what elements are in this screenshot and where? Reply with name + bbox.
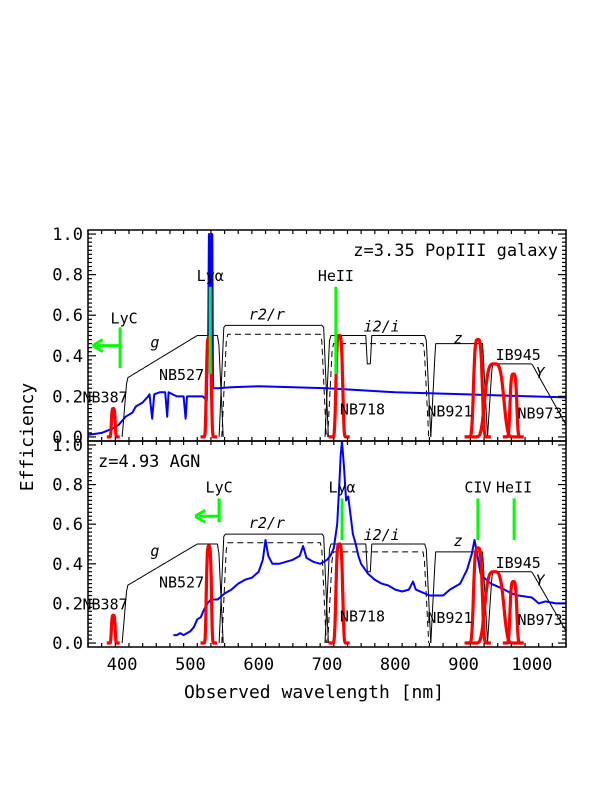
narrowband-NB718 — [327, 542, 351, 645]
panel-agn: LyC Lyα CIV HeII 0.0 0.2 0.4 0.6 0.8 1.0 z=4.93 AG… — [52, 436, 567, 675]
narrowband-NB973 — [501, 580, 526, 645]
y-tick-label: 0.0 — [52, 634, 83, 654]
narrowband-NB527 — [199, 544, 219, 645]
x-tick-label: 500 — [175, 655, 206, 675]
y-tick-label: 0.4 — [52, 555, 83, 575]
x-tick-label: 400 — [107, 655, 138, 675]
filter-label-NB527: NB527 — [159, 574, 204, 592]
filter-label-i: i2/i — [364, 317, 400, 335]
line-label-1: HeII — [318, 267, 354, 285]
spectrum-line — [173, 441, 566, 637]
filter-curve-i2-i — [324, 335, 432, 437]
narrowband-NB387 — [105, 613, 122, 645]
lyc-label: LyC — [111, 309, 138, 327]
line-label-1: Lyα — [328, 478, 355, 496]
spectrum-line — [88, 233, 566, 436]
filter-label-NB387: NB387 — [82, 595, 127, 613]
filter-label-NB973: NB973 — [517, 405, 562, 423]
y-tick-label: 1.0 — [52, 225, 83, 245]
filter-label-z: z — [454, 532, 463, 550]
y-axis-label: Efficiency — [17, 383, 38, 492]
lyc-arrow-head — [194, 508, 206, 524]
filter-label-NB718: NB718 — [340, 607, 385, 625]
plot-area — [88, 233, 566, 439]
line-label-0: LyC — [206, 478, 233, 496]
filter-curve-r2-r — [218, 533, 329, 644]
x-tick-label: 900 — [448, 655, 479, 675]
filter-label-IB945: IB945 — [496, 346, 541, 364]
narrowband-IB945 — [466, 362, 522, 439]
filter-curve-Y — [487, 363, 566, 437]
lyc-arrow-head — [92, 338, 104, 353]
filter-label-NB718: NB718 — [340, 401, 385, 419]
y-tick-label: 0.8 — [52, 266, 83, 286]
line-label-2: CIV — [464, 478, 491, 496]
filter-curve-z — [430, 551, 488, 644]
x-axis-label: Observed wavelength [nm] — [184, 682, 444, 703]
y-tick-label: 0.0 — [52, 428, 83, 448]
panel-title: z=3.35 PopIII galaxy — [353, 241, 558, 261]
x-tick-label: 700 — [312, 655, 343, 675]
filter-curve-Y — [487, 571, 566, 644]
x-tick-label: 600 — [243, 655, 274, 675]
panel-popiii-galaxy: Lyα HeII LyC 0.0 0.2 0.4 0.6 0.8 1.0 z=3.35 PopII… — [52, 225, 567, 448]
filter-label-Y: Y — [536, 572, 546, 590]
filter-curve-dashed-i2-i — [327, 551, 430, 644]
filter-label-Y: Y — [536, 364, 546, 382]
filter-label-g: g — [150, 334, 159, 352]
filter-label-NB921: NB921 — [427, 609, 472, 627]
x-tick-label: 800 — [380, 655, 411, 675]
filter-curve-dashed-r2-r — [221, 542, 327, 644]
filter-curve-i2-i — [324, 543, 432, 644]
y-tick-label: 0.4 — [52, 347, 83, 367]
filter-label-z: z — [454, 330, 463, 348]
filter-label-NB973: NB973 — [517, 611, 562, 629]
narrowband-NB387 — [105, 406, 122, 439]
narrowband-NB973 — [501, 372, 526, 439]
y-tick-label: 0.8 — [52, 476, 83, 496]
filter-label-r: r2/r — [249, 514, 285, 532]
y-tick-label: 1.0 — [52, 436, 83, 456]
y-tick-label: 0.6 — [52, 515, 83, 535]
filter-label-NB921: NB921 — [427, 403, 472, 421]
filter-curve-r2-r — [218, 324, 329, 437]
panel-title: z=4.93 AGN — [98, 452, 200, 472]
filter-curve-g — [121, 543, 224, 644]
filter-label-g: g — [150, 542, 159, 560]
line-label-0: Lyα — [197, 267, 224, 285]
axis-ticks — [87, 230, 567, 441]
y-tick-label: 0.2 — [52, 594, 83, 614]
x-tick-label: 1000 — [511, 655, 552, 675]
filter-curve-g — [121, 335, 224, 437]
filter-curve-dashed-i2-i — [327, 343, 430, 437]
filter-label-r: r2/r — [249, 305, 285, 323]
filter-label-NB527: NB527 — [159, 366, 204, 384]
axis-ticks — [87, 441, 567, 647]
filter-label-i: i2/i — [364, 526, 400, 544]
filter-label-NB387: NB387 — [82, 388, 127, 406]
filter-curve-dashed-r2-r — [221, 333, 327, 437]
y-tick-label: 0.2 — [52, 387, 83, 407]
line-label-3: HeII — [496, 478, 532, 496]
y-tick-label: 0.6 — [52, 306, 83, 326]
filter-curve-z — [430, 343, 488, 437]
filter-label-IB945: IB945 — [496, 554, 541, 572]
narrowband-NB718 — [327, 333, 351, 439]
